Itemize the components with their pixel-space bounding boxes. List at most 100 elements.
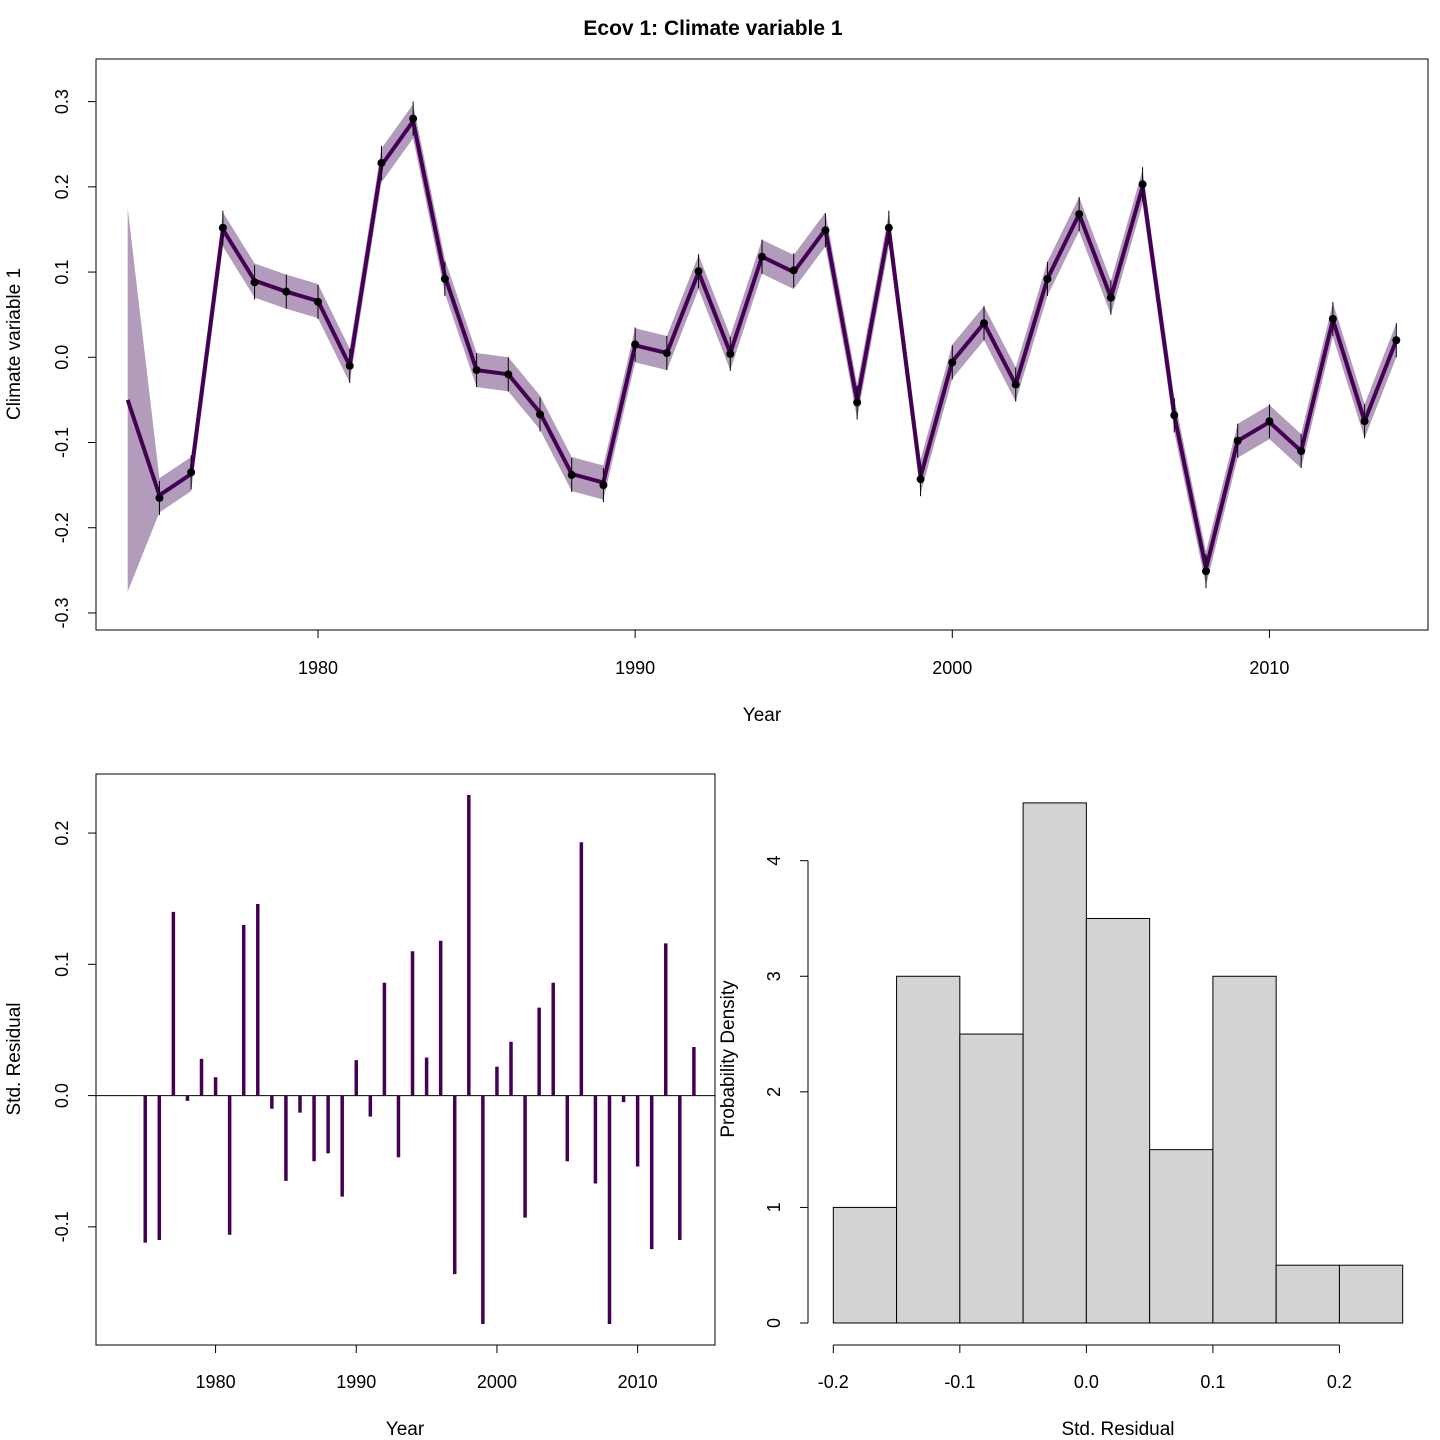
observation-point (1265, 417, 1274, 426)
observation-point (631, 340, 640, 349)
observation-point (1233, 436, 1242, 445)
observation-point (409, 114, 418, 123)
observation-point (1043, 274, 1052, 283)
observation-point (218, 223, 227, 232)
observation-point (758, 252, 766, 261)
observation-point (472, 366, 481, 375)
x-axis: 1980 1990 2000 2010 (298, 629, 1289, 678)
histogram-bar (1149, 1149, 1214, 1324)
observation-point (980, 319, 988, 328)
y-axis-label: Probability Density (718, 980, 739, 1138)
observation-point (1170, 411, 1179, 420)
y-tick-label: 0 (764, 1318, 784, 1328)
x-tick-label: 0.1 (1200, 1372, 1225, 1392)
x-tick-label: -0.1 (944, 1372, 975, 1392)
observation-point (504, 370, 513, 379)
estimate-series-line (125, 119, 1399, 571)
observation-point (187, 468, 196, 477)
histogram-bar (896, 975, 961, 1324)
observation-point (599, 481, 608, 490)
y-tick-label: 0.2 (52, 174, 72, 199)
observation-point (440, 274, 449, 283)
observation-point (282, 287, 291, 296)
x-tick-label: 2000 (477, 1372, 517, 1392)
y-tick-label: 0.1 (52, 260, 72, 285)
y-axis: -0.3 -0.2 -0.1 0.0 0.1 0.2 0.3 (52, 89, 97, 628)
histogram-bars (832, 802, 1404, 1324)
histogram-bar (1275, 1264, 1340, 1324)
y-axis-label: Climate variable 1 (4, 268, 25, 420)
x-tick-label: 0.0 (1074, 1372, 1099, 1392)
observation-point (916, 475, 925, 484)
observation-point (1297, 447, 1306, 456)
observation-point (536, 410, 544, 419)
x-tick-label: 1980 (298, 658, 338, 678)
y-tick-label: -0.3 (52, 597, 72, 628)
x-tick-label: 1990 (336, 1372, 376, 1392)
histogram-bar (1085, 917, 1151, 1324)
histogram-bar (959, 1033, 1024, 1324)
y-tick-label: 3 (764, 971, 784, 981)
observation-point (948, 358, 957, 367)
confidence-band-area (127, 104, 1397, 592)
y-axis-label: Std. Residual (4, 1002, 25, 1115)
y-axis: 0 1 2 3 4 (764, 856, 809, 1328)
residual-bars (143, 795, 696, 1324)
histogram-panel: -0.2 -0.1 0.0 0.1 0.2 0 1 2 3 4 Std. Residual Pr… (718, 802, 1404, 1440)
histogram-bar (1022, 802, 1087, 1324)
x-tick-label: -0.2 (818, 1372, 849, 1392)
x-tick-label: 2010 (618, 1372, 658, 1392)
y-tick-label: -0.2 (52, 512, 72, 543)
observation-point (884, 223, 893, 232)
x-axis-label: Year (743, 705, 782, 726)
observation-point (567, 470, 576, 479)
observation-point (726, 349, 735, 358)
y-axis: -0.1 0.0 0.1 0.2 (52, 821, 97, 1242)
observation-point (1011, 380, 1020, 389)
y-tick-label: 0.0 (52, 345, 72, 370)
residuals-panel: 1980 1990 2000 2010 -0.1 0.0 0.1 0.2 Year Std.… (4, 773, 716, 1440)
histogram-bar (832, 1206, 898, 1324)
y-tick-label: 4 (764, 856, 784, 866)
observations (155, 101, 1401, 589)
y-tick-label: 0.1 (52, 952, 72, 977)
observation-point (853, 398, 862, 407)
y-tick-label: 2 (764, 1087, 784, 1097)
observation-point (1106, 293, 1115, 302)
observation-point (1138, 180, 1147, 189)
observation-point (1328, 314, 1337, 323)
x-tick-label: 2010 (1249, 658, 1289, 678)
time-series-panel: 1980 1990 2000 2010 -0.3 -0.2 -0.1 0.0 0.1 0.2 0.… (4, 58, 1429, 726)
x-axis: 1980 1990 2000 2010 (196, 1344, 658, 1392)
confidence-band (127, 104, 1397, 592)
observation-point (1392, 336, 1401, 345)
x-axis: -0.2 -0.1 0.0 0.1 0.2 (818, 1344, 1352, 1392)
observation-point (345, 361, 354, 370)
x-axis-label: Year (386, 1419, 425, 1440)
y-tick-label: 0.0 (52, 1083, 72, 1108)
x-tick-label: 0.2 (1327, 1372, 1352, 1392)
x-tick-label: 1980 (196, 1372, 236, 1392)
observation-point (1075, 210, 1084, 219)
y-tick-label: 0.2 (52, 821, 72, 846)
y-tick-label: -0.1 (52, 1211, 72, 1242)
observation-point (250, 278, 259, 287)
observation-point (662, 349, 671, 358)
x-tick-label: 1990 (615, 658, 655, 678)
observation-point (1360, 417, 1369, 426)
histogram-bar (1338, 1264, 1404, 1324)
figure-title: Ecov 1: Climate variable 1 (583, 17, 842, 40)
y-tick-label: 0.3 (52, 89, 72, 114)
residuals-plot-frame (95, 773, 716, 1346)
observation-point (694, 267, 703, 276)
time-series-plot-frame (95, 58, 1429, 631)
x-axis-label: Std. Residual (1061, 1419, 1174, 1440)
y-tick-label: 1 (764, 1202, 784, 1212)
estimate-line (125, 119, 1399, 571)
observation-point (377, 158, 386, 167)
histogram-bar (1212, 975, 1277, 1324)
observation-point (155, 493, 164, 502)
observation-point (821, 226, 830, 235)
y-tick-label: -0.1 (52, 427, 72, 458)
